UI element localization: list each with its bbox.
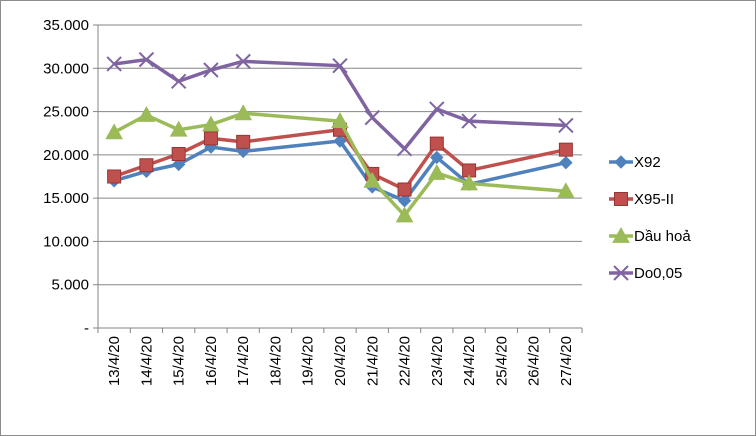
y-tick-label: 15.000 — [43, 190, 89, 207]
data-point — [364, 109, 380, 126]
legend-marker — [613, 265, 629, 281]
data-point — [429, 101, 445, 117]
data-point — [461, 113, 477, 129]
y-tick-label: 5.000 — [51, 277, 89, 294]
series-diamond — [107, 134, 573, 208]
data-point — [559, 155, 573, 170]
data-point — [171, 146, 186, 161]
series-square — [107, 122, 573, 197]
x-tick-label: 17/4/20 — [235, 336, 252, 386]
x-tick-label: 15/4/20 — [171, 336, 188, 386]
y-tick-label: 35.000 — [43, 17, 89, 34]
series-triangle — [105, 104, 575, 223]
data-point — [171, 157, 186, 172]
data-point — [202, 115, 220, 132]
legend-label: Do0,05 — [634, 265, 682, 282]
x-tick-label: 24/4/20 — [461, 336, 478, 386]
x-tick-label: 26/4/20 — [526, 336, 543, 386]
data-point — [105, 123, 123, 140]
data-point — [203, 62, 219, 78]
y-tick-label: 10.000 — [43, 233, 89, 250]
x-tick-label: 19/4/20 — [300, 336, 317, 386]
legend-marker — [614, 192, 628, 206]
legend-marker — [614, 155, 628, 169]
x-tick-label: 13/4/20 — [106, 336, 123, 386]
data-point — [427, 164, 446, 180]
legend-label: X95-II — [634, 191, 674, 208]
data-point — [236, 134, 251, 149]
data-point — [234, 104, 253, 121]
x-tick-label: 16/4/20 — [203, 336, 220, 386]
x-tick-label: 25/4/20 — [493, 336, 510, 386]
data-point — [460, 174, 478, 191]
x-tick-label: 18/4/20 — [267, 336, 284, 386]
series-x — [106, 51, 574, 157]
data-point — [332, 57, 348, 74]
data-point — [396, 141, 413, 157]
data-point — [363, 171, 382, 188]
data-point — [137, 106, 156, 122]
axes: - 5.000 10.000 15.000 20.000 25.000 30.000 35.0… — [43, 17, 583, 386]
legend-entry: Do0,05 — [609, 265, 682, 282]
y-tick-label: 20.000 — [43, 147, 89, 164]
legend-label: Dầu hoả — [634, 228, 691, 245]
x-tick-label: 21/4/20 — [364, 336, 381, 386]
data-point — [558, 117, 574, 134]
data-point — [139, 158, 154, 173]
data-point — [397, 182, 412, 197]
data-point — [235, 53, 251, 70]
data-point — [333, 134, 347, 148]
x-tick-label: 27/4/20 — [558, 336, 575, 386]
data-point — [170, 73, 187, 89]
data-point — [107, 169, 122, 184]
y-tick-label: 25.000 — [43, 104, 89, 121]
y-tick-label: 30.000 — [43, 60, 89, 77]
data-point — [138, 51, 155, 68]
data-point — [558, 142, 573, 157]
x-tick-label: 14/4/20 — [138, 336, 155, 386]
data-point — [429, 136, 444, 151]
x-tick-label: 23/4/20 — [429, 336, 446, 386]
data-point — [169, 120, 188, 137]
legend-entry: X92 — [609, 154, 661, 171]
legend-label: X92 — [634, 154, 661, 171]
legend-entry: Dầu hoả — [609, 226, 691, 245]
x-tick-label: 20/4/20 — [332, 336, 349, 386]
x-tick-label: 22/4/20 — [397, 336, 414, 386]
legend-marker — [612, 226, 630, 243]
series-layer — [105, 51, 575, 223]
legend: X92 X95-II Dầu hoả Do0,05 — [609, 154, 691, 282]
data-point — [395, 206, 414, 223]
data-point — [331, 112, 349, 128]
data-point — [430, 150, 444, 165]
data-point — [106, 56, 122, 72]
y-tick-label: - — [84, 320, 89, 337]
data-point — [557, 182, 575, 199]
data-point — [203, 131, 218, 146]
legend-entry: X95-II — [609, 191, 674, 208]
